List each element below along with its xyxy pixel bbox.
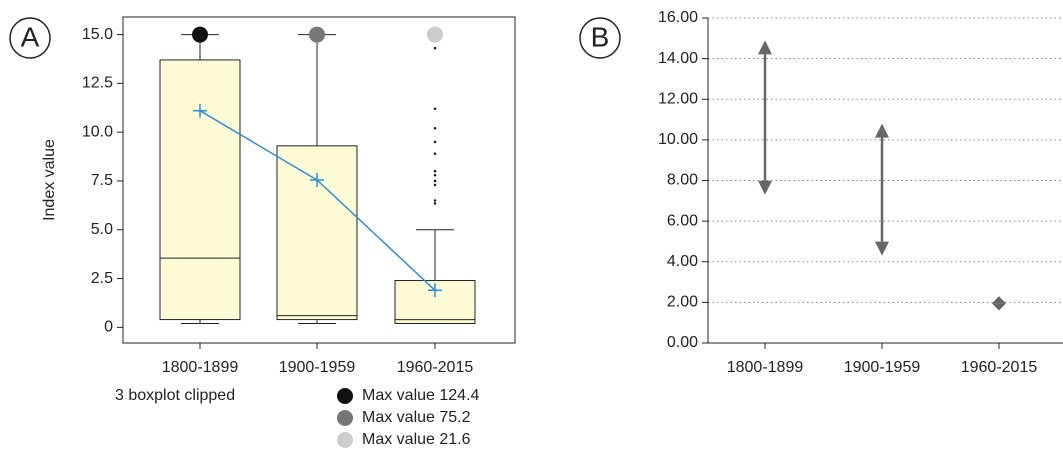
legend-marker (337, 432, 353, 448)
y-tick-label: 2.5 (91, 270, 113, 287)
outlier (433, 140, 437, 144)
outlier (433, 126, 437, 130)
x-tick-label: 1960-2015 (961, 359, 1038, 376)
y-tick-label: 16.00 (658, 9, 698, 26)
box (276, 145, 358, 321)
clipped-note: 3 boxplot clipped (115, 387, 235, 404)
y-tick-label: 7.5 (91, 172, 113, 189)
y-tick-label: 14.00 (658, 50, 698, 67)
panel-badge (9, 17, 51, 59)
y-tick-label: 10.0 (82, 123, 113, 140)
range-high (992, 296, 1006, 304)
x-tick-label: 1900-1959 (844, 359, 921, 376)
range-high (758, 40, 772, 55)
panel-label: A (21, 21, 40, 52)
y-tick-label: 15.0 (82, 26, 113, 43)
panel-label: B (591, 21, 610, 52)
mean-marker (310, 173, 324, 187)
y-tick-label: 12.00 (658, 90, 698, 107)
x-tick-label: 1800-1899 (162, 359, 239, 376)
range-low (992, 303, 1006, 311)
y-axis-label: Index value (41, 139, 58, 221)
y-tick-label: 5.0 (91, 221, 113, 238)
y-tick-label: 10.00 (658, 131, 698, 148)
y-tick-label: 6.00 (667, 212, 698, 229)
box (159, 59, 241, 321)
legend-marker (337, 388, 353, 404)
outlier (433, 183, 437, 187)
y-tick-label: 0.00 (667, 334, 698, 351)
x-tick-label: 1900-1959 (279, 359, 356, 376)
clipped-marker (427, 26, 443, 43)
y-tick-label: 4.00 (667, 253, 698, 270)
plot-frame (122, 16, 516, 344)
legend-label: Max value 124.4 (362, 387, 480, 404)
legend-label: Max value 21.6 (362, 431, 471, 448)
range-low (758, 180, 772, 195)
mean-marker (428, 283, 442, 298)
outlier (433, 169, 437, 173)
outlier (433, 152, 437, 155)
x-tick-label: 1960-2015 (397, 359, 474, 376)
y-tick-label: 0 (104, 319, 113, 336)
legend-marker (337, 410, 353, 426)
outlier (433, 107, 437, 111)
y-tick-label: 8.00 (667, 172, 698, 189)
x-tick-label: 1800-1899 (727, 359, 804, 376)
legend-label: Max value 75.2 (362, 409, 471, 426)
outlier (433, 202, 437, 205)
y-tick-label: 12.5 (82, 75, 113, 92)
outlier (433, 173, 437, 177)
range-low (875, 241, 889, 256)
clipped-marker (192, 26, 208, 43)
outlier (433, 179, 437, 183)
y-tick-label: 2.00 (667, 294, 698, 311)
panel-badge (579, 17, 621, 59)
range-high (875, 123, 889, 138)
mean-marker (193, 103, 207, 118)
outlier (433, 46, 437, 50)
outlier (433, 199, 437, 202)
clipped-marker (309, 26, 325, 43)
